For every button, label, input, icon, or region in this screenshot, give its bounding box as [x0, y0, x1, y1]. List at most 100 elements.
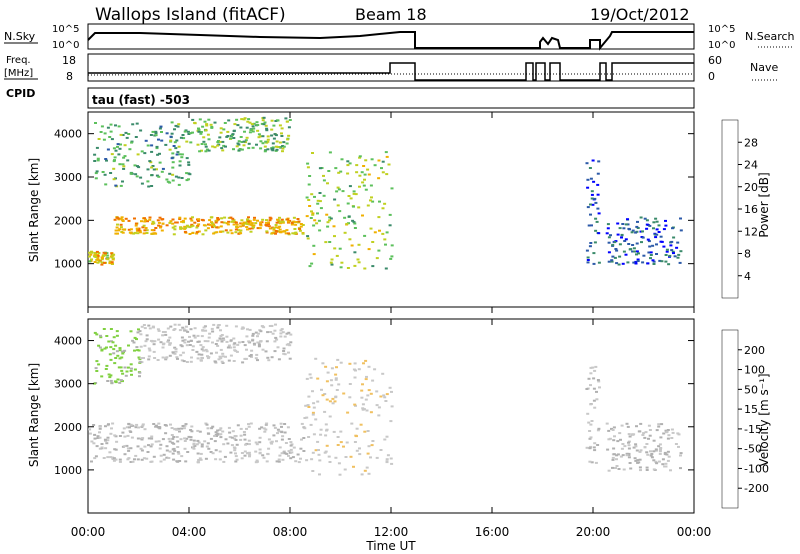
heatmap-cell [159, 341, 163, 344]
heatmap-cell [316, 377, 320, 380]
heatmap-cell [205, 350, 209, 353]
heatmap-cell [180, 345, 184, 348]
heatmap-cell [186, 225, 190, 228]
heatmap-cell [264, 423, 268, 426]
heatmap-cell [287, 438, 291, 440]
heatmap-cell [197, 130, 201, 133]
heatmap-cell [207, 336, 211, 339]
heatmap-cell [305, 215, 309, 218]
heatmap-cell [119, 223, 123, 226]
heatmap-cell [157, 422, 161, 425]
heatmap-cell [103, 173, 107, 176]
heatmap-cell [645, 227, 649, 230]
heatmap-cell [280, 452, 284, 455]
heatmap-cell [90, 440, 94, 443]
heatmap-cell [118, 435, 122, 437]
heatmap-cell [113, 434, 117, 437]
heatmap-cell [336, 186, 340, 189]
heatmap-cell [171, 166, 175, 169]
heatmap-cell [106, 258, 110, 261]
heatmap-cell [101, 261, 104, 264]
heatmap-cell [202, 136, 206, 139]
heatmap-cell [109, 379, 113, 382]
heatmap-cell [275, 221, 279, 224]
heatmap-cell [363, 173, 367, 176]
heatmap-cell [240, 457, 244, 460]
heatmap-cell [306, 166, 310, 169]
heatmap-cell [597, 212, 601, 215]
heatmap-cell [138, 231, 142, 234]
heatmap-cell [649, 257, 652, 260]
heatmap-cell [183, 437, 187, 440]
heatmap-cell [272, 424, 276, 427]
heatmap-cell [612, 447, 616, 450]
heatmap-cell [361, 408, 365, 411]
heatmap-cell [661, 463, 665, 466]
heatmap-cell [677, 253, 681, 256]
heatmap-cell [586, 256, 590, 259]
heatmap-cell [338, 247, 342, 250]
heatmap-cell [118, 347, 122, 350]
heatmap-cell [353, 222, 357, 225]
heatmap-cell [331, 402, 335, 405]
heatmap-cell [342, 392, 346, 395]
heatmap-cell [288, 344, 292, 347]
heatmap-cell [363, 267, 367, 270]
heatmap-cell [203, 340, 207, 343]
heatmap-cell [110, 427, 113, 430]
heatmap-cell [336, 204, 340, 207]
heatmap-cell [120, 216, 124, 219]
heatmap-cell [150, 460, 154, 463]
heatmap-cell [251, 339, 255, 342]
heatmap-cell [105, 254, 109, 257]
heatmap-cell [250, 222, 254, 225]
heatmap-cell [180, 156, 184, 159]
heatmap-cell [148, 160, 152, 163]
heatmap-cell [622, 227, 626, 230]
heatmap-cell [276, 218, 279, 221]
heatmap-cell [609, 234, 612, 237]
heatmap-cell [155, 147, 159, 150]
heatmap-cell [177, 323, 181, 326]
heatmap-cell [208, 223, 212, 226]
heatmap-cell [139, 345, 143, 348]
colorbar-tick-label: -15 [744, 423, 762, 436]
heatmap-cell [261, 142, 265, 145]
heatmap-cell [163, 424, 167, 426]
heatmap-cell [635, 425, 638, 428]
heatmap-cell [304, 404, 308, 407]
heatmap-cell [210, 221, 213, 224]
heatmap-cell [98, 260, 102, 263]
heatmap-cell [264, 350, 268, 353]
heatmap-cell [362, 362, 365, 365]
heatmap-cell [270, 356, 274, 359]
heatmap-cell [610, 427, 613, 430]
heatmap-cell [307, 406, 311, 408]
heatmap-cell [119, 366, 123, 369]
heatmap-cell [191, 216, 194, 219]
heatmap-cell [622, 468, 626, 471]
heatmap-cell [245, 335, 249, 338]
heatmap-cell [107, 423, 110, 426]
heatmap-cell [263, 430, 267, 433]
heatmap-cell [183, 447, 187, 450]
heatmap-cell [174, 348, 178, 350]
heatmap-cell [193, 444, 197, 447]
heatmap-cell [667, 434, 671, 437]
heatmap-cell [642, 432, 646, 435]
heatmap-cell [242, 140, 246, 143]
heatmap-cell [177, 176, 181, 179]
heatmap-cell [146, 180, 150, 183]
heatmap-cell [279, 422, 283, 425]
heatmap-cell [282, 350, 286, 352]
heatmap-cell [643, 217, 647, 220]
heatmap-cell [652, 227, 655, 230]
heatmap-cell [275, 230, 279, 233]
heatmap-cell [618, 227, 622, 230]
heatmap-cell [140, 182, 144, 185]
heatmap-cell [340, 261, 344, 264]
heatmap-cell [160, 139, 164, 142]
heatmap-cell [172, 436, 176, 438]
heatmap-cell [384, 267, 388, 270]
